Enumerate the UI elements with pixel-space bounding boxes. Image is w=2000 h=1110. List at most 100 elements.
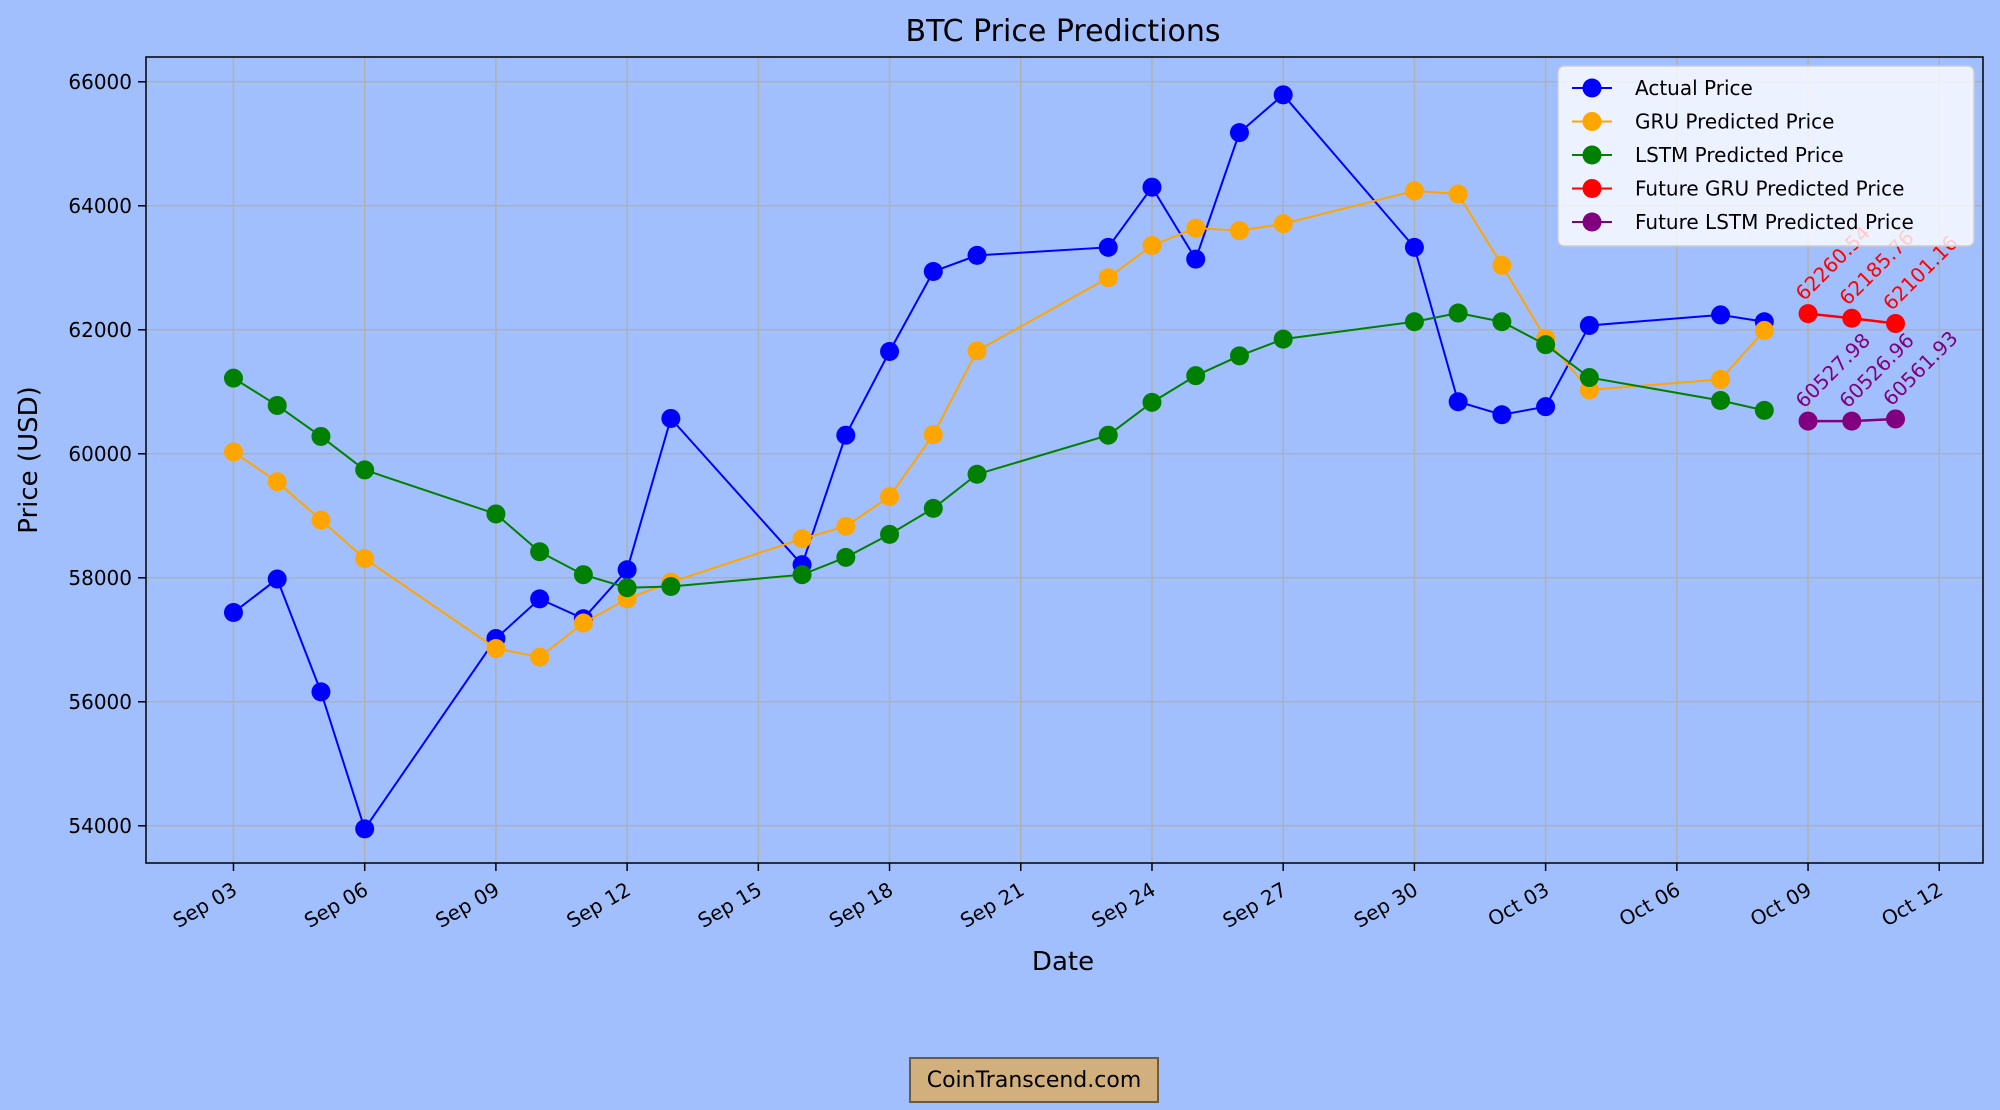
x-tick-label: Sep 30	[1350, 877, 1422, 933]
data-point	[1711, 305, 1731, 325]
data-point	[923, 498, 943, 518]
data-point	[1579, 368, 1599, 388]
data-point	[836, 547, 856, 567]
data-point	[880, 342, 900, 361]
data-point	[1098, 237, 1118, 257]
data-point	[530, 589, 550, 609]
legend-label: GRU Predicted Price	[1635, 110, 1834, 134]
data-point	[311, 426, 331, 446]
y-tick-label: 58000	[68, 566, 132, 590]
data-point	[967, 341, 987, 361]
data-point	[1404, 237, 1424, 257]
chart-title: BTC Price Predictions	[905, 14, 1220, 49]
x-tick-label: Sep 09	[431, 877, 503, 933]
data-point	[1886, 314, 1906, 334]
x-tick-label: Sep 27	[1218, 877, 1290, 933]
legend-marker	[1582, 78, 1602, 98]
legend: Actual Price GRU Predicted Price LSTM Pred…	[1557, 65, 1975, 247]
data-point	[1448, 303, 1468, 323]
data-point	[967, 464, 987, 484]
data-point	[792, 529, 812, 549]
x-tick-label: Sep 12	[562, 877, 634, 933]
data-point	[1186, 249, 1206, 269]
data-point	[661, 408, 681, 428]
data-point	[1273, 214, 1293, 234]
data-point	[1404, 312, 1424, 332]
data-point	[1404, 181, 1424, 201]
legend-entry: Actual Price	[1572, 76, 1753, 100]
data-point	[1492, 312, 1512, 332]
x-axis-label: Date	[1032, 947, 1094, 977]
data-point	[792, 565, 812, 585]
x-tick-label: Oct 06	[1615, 877, 1684, 931]
legend-label: Future LSTM Predicted Price	[1635, 210, 1914, 234]
legend-entry: GRU Predicted Price	[1572, 110, 1834, 134]
y-tick-label: 56000	[68, 690, 132, 714]
data-point	[486, 504, 506, 524]
data-point	[486, 638, 506, 658]
data-point	[1229, 221, 1249, 241]
series-future-lstm-predicted-price	[1798, 409, 1906, 431]
series-line	[232, 93, 1765, 832]
data-point	[530, 542, 550, 562]
y-tick-label: 66000	[68, 70, 132, 94]
data-point	[1798, 304, 1818, 324]
x-tick-label: Sep 24	[1087, 877, 1159, 933]
series-future-gru-predicted-price	[1798, 304, 1906, 334]
legend-marker	[1582, 112, 1602, 131]
data-point	[1711, 390, 1731, 410]
legend-entry: Future GRU Predicted Price	[1572, 177, 1904, 201]
data-point	[1536, 335, 1556, 355]
data-point	[617, 578, 637, 598]
data-point	[573, 613, 593, 633]
data-point	[923, 262, 943, 282]
data-point	[223, 442, 243, 462]
data-point	[1842, 411, 1862, 431]
watermark-text: CoinTranscend.com	[926, 1067, 1142, 1093]
data-point	[1186, 218, 1206, 238]
data-point	[1142, 177, 1162, 197]
data-point	[1711, 369, 1731, 389]
data-point	[530, 647, 550, 667]
y-axis-label: Price (USD)	[14, 386, 44, 534]
x-tick-label: Oct 09	[1746, 877, 1815, 931]
data-point	[1754, 400, 1774, 420]
data-point	[1273, 329, 1293, 349]
data-point	[1098, 425, 1118, 445]
data-point	[311, 510, 331, 530]
data-point	[1229, 123, 1249, 143]
data-point	[1273, 85, 1293, 105]
data-point	[355, 819, 375, 839]
legend-box	[1557, 65, 1975, 247]
data-point	[1754, 320, 1774, 340]
x-tick-label: Sep 06	[300, 877, 372, 933]
x-tick-label: Sep 21	[956, 877, 1028, 933]
data-point	[355, 549, 375, 569]
data-point	[1579, 315, 1599, 335]
data-point	[617, 560, 637, 580]
series-actual-price	[223, 85, 1774, 839]
data-point	[661, 576, 681, 596]
legend-marker	[1582, 179, 1602, 198]
y-tick-label: 64000	[68, 194, 132, 218]
legend-marker	[1582, 145, 1602, 165]
series-lstm-predicted-price	[223, 303, 1774, 598]
series-line	[232, 312, 1765, 589]
data-point	[355, 460, 375, 480]
data-point	[1492, 405, 1512, 425]
data-point	[923, 425, 943, 445]
data-point	[267, 569, 287, 589]
data-point	[1448, 392, 1468, 412]
data-point	[836, 516, 856, 536]
series-line	[232, 189, 1766, 659]
series-group	[223, 85, 1906, 839]
legend-entry: Future LSTM Predicted Price	[1572, 210, 1914, 234]
data-point	[1842, 308, 1862, 328]
x-tick-label: Sep 03	[169, 877, 241, 933]
data-point	[1142, 235, 1162, 255]
x-tick-label: Oct 12	[1877, 877, 1946, 931]
legend-marker	[1582, 212, 1602, 232]
data-point	[1492, 255, 1512, 275]
data-point	[1098, 268, 1118, 288]
